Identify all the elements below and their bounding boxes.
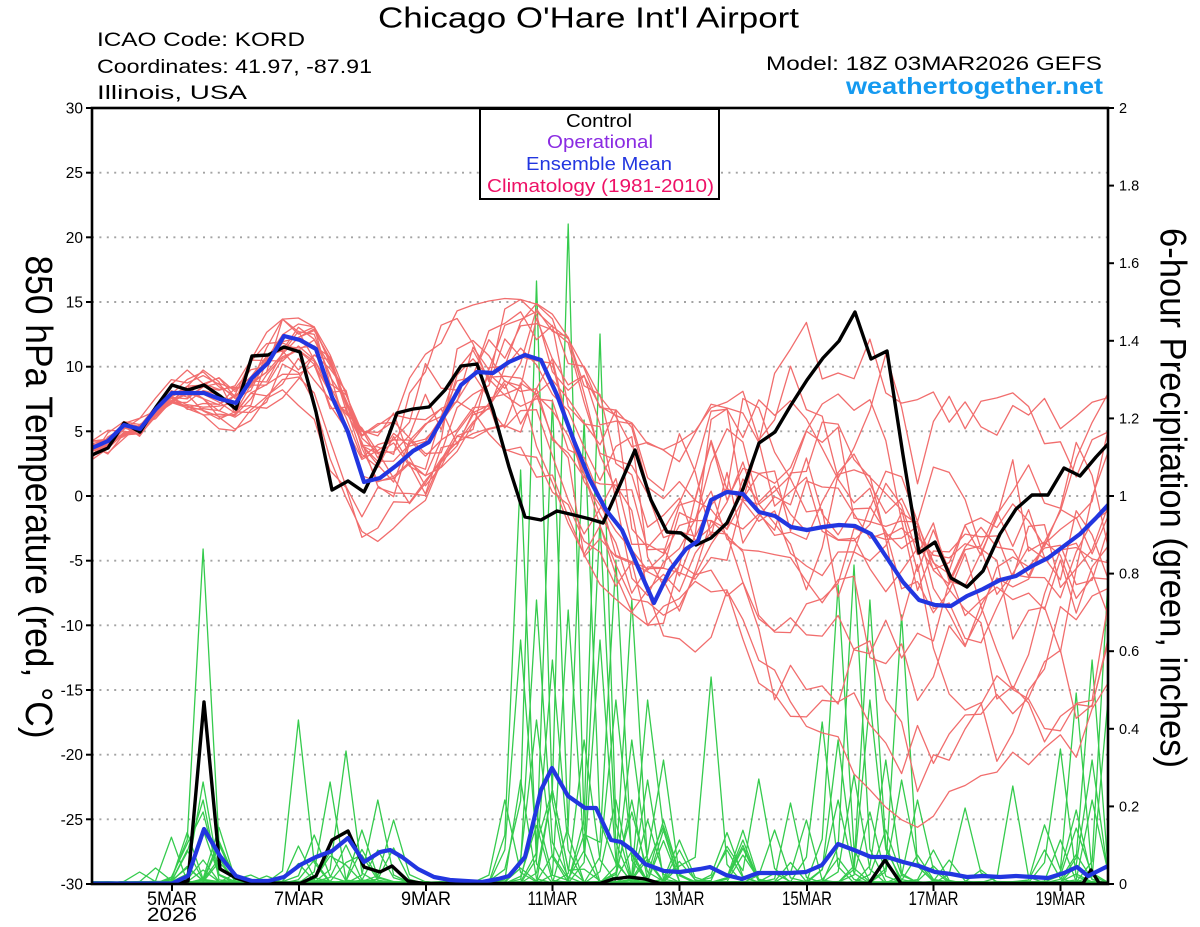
svg-text:Ensemble Mean: Ensemble Mean	[526, 154, 672, 174]
svg-text:2: 2	[1119, 101, 1127, 117]
svg-text:1: 1	[1119, 489, 1127, 505]
svg-text:0.2: 0.2	[1119, 799, 1139, 815]
svg-text:0.4: 0.4	[1119, 722, 1139, 738]
svg-text:ICAO Code: KORD: ICAO Code: KORD	[97, 29, 305, 51]
svg-text:0.6: 0.6	[1119, 644, 1139, 660]
svg-text:6-hour Precipitation (green, i: 6-hour Precipitation (green, inches)	[1153, 228, 1194, 768]
svg-text:850 hPa Temperature (red, °C): 850 hPa Temperature (red, °C)	[17, 256, 59, 739]
svg-text:5MAR: 5MAR	[147, 889, 197, 910]
svg-text:1.8: 1.8	[1119, 179, 1139, 195]
svg-text:0: 0	[74, 489, 83, 506]
svg-text:15: 15	[66, 295, 83, 312]
svg-text:-20: -20	[61, 747, 84, 764]
svg-text:weathertogether.net: weathertogether.net	[845, 73, 1104, 99]
svg-text:-25: -25	[61, 812, 83, 829]
svg-text:0: 0	[1119, 877, 1127, 893]
svg-text:Model: 18Z 03MAR2026 GEFS: Model: 18Z 03MAR2026 GEFS	[766, 53, 1102, 75]
svg-text:-15: -15	[61, 683, 83, 700]
svg-text:15MAR: 15MAR	[782, 889, 832, 910]
svg-text:Control: Control	[566, 111, 632, 131]
svg-text:2026: 2026	[147, 905, 197, 926]
svg-text:Illinois, USA: Illinois, USA	[97, 82, 247, 104]
svg-text:5: 5	[74, 424, 83, 441]
svg-text:13MAR: 13MAR	[655, 889, 705, 910]
svg-text:17MAR: 17MAR	[909, 889, 959, 910]
svg-text:Climatology (1981-2010): Climatology (1981-2010)	[487, 176, 714, 196]
svg-text:11MAR: 11MAR	[528, 889, 578, 910]
svg-text:Coordinates: 41.97, -87.91: Coordinates: 41.97, -87.91	[97, 56, 372, 78]
svg-text:Operational: Operational	[547, 132, 653, 152]
svg-text:20: 20	[66, 230, 84, 247]
svg-text:-10: -10	[61, 618, 84, 635]
svg-text:1.4: 1.4	[1119, 334, 1139, 350]
svg-text:9MAR: 9MAR	[401, 889, 451, 910]
svg-text:-5: -5	[69, 553, 83, 570]
svg-text:25: 25	[66, 165, 83, 182]
svg-text:10: 10	[66, 359, 84, 376]
svg-text:-30: -30	[61, 877, 84, 894]
svg-text:1.2: 1.2	[1119, 411, 1139, 427]
svg-text:Chicago O'Hare Int'l Airport: Chicago O'Hare Int'l Airport	[378, 3, 799, 35]
svg-text:19MAR: 19MAR	[1036, 889, 1086, 910]
svg-text:0.8: 0.8	[1119, 567, 1139, 583]
svg-text:30: 30	[66, 101, 84, 118]
svg-text:1.6: 1.6	[1119, 256, 1139, 272]
svg-text:7MAR: 7MAR	[274, 889, 324, 910]
